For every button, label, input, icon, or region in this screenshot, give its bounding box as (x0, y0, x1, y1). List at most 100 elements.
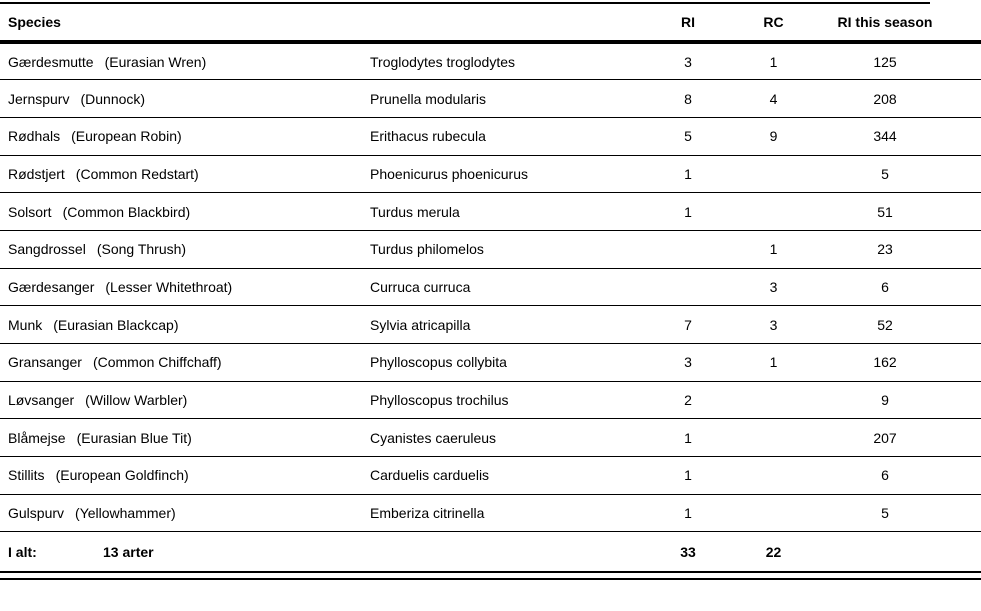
ringing-report: Species RI RC RI this season Gærdesmutte… (0, 2, 981, 580)
total-season-value (816, 531, 981, 573)
ri-value: 1 (645, 418, 731, 458)
species-danish-name: Rødhals (8, 128, 61, 145)
rc-value: 9 (731, 117, 816, 156)
ri-value: 1 (645, 494, 731, 533)
species-latin-name: Turdus merula (362, 192, 645, 231)
total-rc-value: 22 (731, 531, 816, 573)
species-name-cell: Rødstjert (Common Redstart) (0, 155, 362, 194)
season-value: 5 (816, 155, 981, 194)
species-danish-name: Gulspurv (8, 505, 65, 522)
season-value: 5 (816, 494, 981, 533)
season-value: 52 (816, 305, 981, 344)
species-name-cell: Solsort (Common Blackbird) (0, 192, 362, 231)
rc-value (731, 381, 816, 420)
total-label: I alt: (8, 543, 37, 560)
ri-value: 1 (645, 456, 731, 495)
rc-value (731, 418, 816, 458)
species-danish-name: Jernspurv (8, 90, 70, 107)
species-name-cell: Gransanger (Common Chiffchaff) (0, 343, 362, 382)
species-danish-name: Gransanger (8, 354, 82, 371)
species-latin-name: Curruca curruca (362, 268, 645, 307)
species-row: Jernspurv (Dunnock) Prunella modularis 8 … (0, 79, 981, 118)
species-latin-name: Troglodytes troglodytes (362, 42, 645, 81)
species-latin-name: Cyanistes caeruleus (362, 418, 645, 458)
species-name-cell: Stillits (European Goldfinch) (0, 456, 362, 495)
total-ri-value: 33 (645, 531, 731, 573)
species-name-cell: Gærdesanger (Lesser Whitethroat) (0, 268, 362, 307)
species-latin-name: Phoenicurus phoenicurus (362, 155, 645, 194)
rc-value (731, 192, 816, 231)
species-latin-name: Carduelis carduelis (362, 456, 645, 495)
species-latin-name: Phylloscopus trochilus (362, 381, 645, 420)
species-row: Solsort (Common Blackbird) Turdus merula … (0, 192, 981, 231)
season-value: 162 (816, 343, 981, 382)
species-english-name: (Eurasian Blue Tit) (76, 429, 192, 446)
rc-value (731, 456, 816, 495)
species-danish-name: Løvsanger (8, 392, 75, 409)
ri-value: 3 (645, 343, 731, 382)
season-value: 207 (816, 418, 981, 458)
species-row: Rødstjert (Common Redstart) Phoenicurus p… (0, 155, 981, 194)
season-value: 208 (816, 79, 981, 118)
ri-value: 7 (645, 305, 731, 344)
rc-value: 3 (731, 268, 816, 307)
species-danish-name: Gærdesanger (8, 278, 95, 295)
rc-value: 1 (731, 230, 816, 269)
header-row: Species RI RC RI this season (0, 4, 981, 44)
species-english-name: (Common Chiffchaff) (92, 354, 222, 371)
species-danish-name: Solsort (8, 203, 52, 220)
species-row: Gærdesanger (Lesser Whitethroat) Curruca … (0, 268, 981, 307)
top-rule (0, 2, 930, 4)
ri-value: 1 (645, 192, 731, 231)
species-english-name: (Song Thrush) (96, 241, 187, 258)
ri-value (645, 230, 731, 269)
species-latin-name: Prunella modularis (362, 79, 645, 118)
bottom-rule (0, 577, 981, 580)
totals-row: I alt: 13 arter 33 22 (0, 531, 981, 573)
species-row: Rødhals (European Robin) Erithacus rubecu… (0, 117, 981, 156)
species-name-cell: Gulspurv (Yellowhammer) (0, 494, 362, 533)
species-latin-name: Turdus philomelos (362, 230, 645, 269)
ri-value (645, 268, 731, 307)
header-species: Species (0, 4, 362, 44)
species-danish-name: Blåmejse (8, 429, 66, 446)
season-value: 9 (816, 381, 981, 420)
season-value: 125 (816, 42, 981, 81)
header-ri-this-season: RI this season (816, 4, 981, 44)
rc-value: 3 (731, 305, 816, 344)
season-value: 344 (816, 117, 981, 156)
species-latin-name: Phylloscopus collybita (362, 343, 645, 382)
species-danish-name: Munk (8, 316, 43, 333)
species-name-cell: Sangdrossel (Song Thrush) (0, 230, 362, 269)
species-danish-name: Stillits (8, 467, 45, 484)
total-species-count: 13 arter (103, 543, 154, 560)
rc-value: 4 (731, 79, 816, 118)
species-latin-name: Erithacus rubecula (362, 117, 645, 156)
species-name-cell: Munk (Eurasian Blackcap) (0, 305, 362, 344)
species-english-name: (Dunnock) (80, 90, 146, 107)
species-english-name: (Willow Warbler) (85, 392, 188, 409)
species-danish-name: Rødstjert (8, 165, 65, 182)
species-danish-name: Sangdrossel (8, 241, 86, 258)
ri-value: 5 (645, 117, 731, 156)
species-row: Gærdesmutte (Eurasian Wren) Troglodytes t… (0, 42, 981, 81)
header-latin-spacer (362, 4, 645, 44)
species-latin-name: Sylvia atricapilla (362, 305, 645, 344)
species-name-cell: Løvsanger (Willow Warbler) (0, 381, 362, 420)
species-table: Species RI RC RI this season Gærdesmutte… (0, 4, 981, 573)
species-danish-name: Gærdesmutte (8, 53, 94, 70)
season-value: 6 (816, 456, 981, 495)
species-name-cell: Jernspurv (Dunnock) (0, 79, 362, 118)
rc-value: 1 (731, 42, 816, 81)
species-english-name: (Lesser Whitethroat) (105, 278, 233, 295)
species-row: Gransanger (Common Chiffchaff) Phylloscop… (0, 343, 981, 382)
species-latin-name: Emberiza citrinella (362, 494, 645, 533)
totals-latin-spacer (362, 531, 645, 573)
species-english-name: (Eurasian Wren) (104, 53, 207, 70)
species-row: Stillits (European Goldfinch) Carduelis c… (0, 456, 981, 495)
season-value: 6 (816, 268, 981, 307)
species-name-cell: Rødhals (European Robin) (0, 117, 362, 156)
species-row: Sangdrossel (Song Thrush) Turdus philomel… (0, 230, 981, 269)
rc-value: 1 (731, 343, 816, 382)
season-value: 51 (816, 192, 981, 231)
